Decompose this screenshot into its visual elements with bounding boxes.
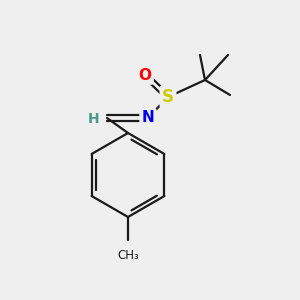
Text: H: H (88, 112, 100, 126)
Text: CH₃: CH₃ (117, 249, 139, 262)
Text: S: S (162, 88, 174, 106)
Text: O: O (139, 68, 152, 82)
Text: N: N (142, 110, 154, 125)
